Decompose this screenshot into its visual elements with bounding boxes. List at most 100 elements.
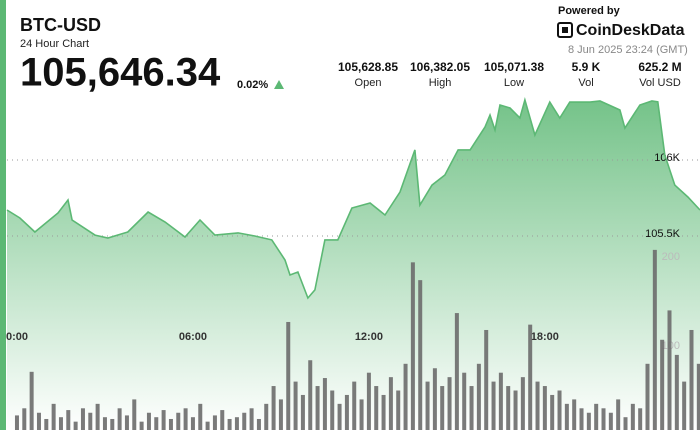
subtitle: 24 Hour Chart [20, 38, 89, 50]
volume-bar [572, 399, 577, 430]
volume-bar [586, 412, 591, 430]
volume-bar [660, 339, 665, 430]
volume-bar [374, 386, 379, 430]
x-tick-label: 12:00 [355, 331, 383, 343]
volume-bar [139, 421, 144, 430]
volume-bar [418, 280, 423, 430]
volume-bar [645, 363, 650, 430]
volume-bar [322, 378, 327, 430]
volume-bar [462, 372, 467, 430]
stat-value: 106,382.05 [410, 60, 470, 74]
volume-bar [440, 386, 445, 430]
volume-bar [293, 381, 298, 430]
volume-bar [256, 418, 261, 430]
volume-bar [14, 415, 19, 430]
stat-label: Low [504, 77, 524, 89]
volume-bar [234, 417, 239, 430]
stat-value: 5.9 K [572, 60, 601, 74]
volume-bar [51, 403, 56, 430]
volume-bar [528, 324, 533, 430]
volume-bar [616, 399, 621, 430]
volume-bar [608, 412, 613, 430]
volume-bar [308, 360, 313, 430]
volume-bar [168, 418, 173, 430]
volume-bar [601, 408, 606, 430]
symbol: BTC-USD [20, 15, 101, 35]
price: 105,646.34 [20, 51, 221, 95]
volume-bar [183, 408, 188, 430]
volume-bar [454, 313, 459, 430]
volume-bar [190, 417, 195, 430]
powered-by: Powered by [558, 5, 621, 17]
volume-bar [484, 329, 489, 430]
volume-bar [550, 394, 555, 430]
volume-bar [623, 417, 628, 430]
volume-bar [278, 399, 283, 430]
volume-bar [352, 381, 357, 430]
volume-bar [542, 386, 547, 430]
x-tick-label: 18:00 [531, 331, 559, 343]
volume-bar [689, 329, 694, 430]
volume-bar [630, 403, 635, 430]
stat-label: Vol [578, 77, 593, 89]
volume-bar [315, 386, 320, 430]
volume-bar [286, 321, 291, 430]
volume-bar [491, 381, 496, 430]
brand: CoinDeskData [576, 22, 685, 39]
volume-bar [696, 363, 700, 430]
volume-bar [447, 377, 452, 430]
volume-bar [161, 410, 166, 430]
volume-bar [58, 417, 63, 430]
volume-bar [469, 386, 474, 430]
stat-value: 105,071.38 [484, 60, 544, 74]
volume-bar [132, 399, 137, 430]
volume-bar [535, 381, 540, 430]
volume-bar [102, 417, 107, 430]
x-tick-label: 06:00 [179, 331, 207, 343]
logo-icon [557, 22, 573, 38]
volume-bar [227, 418, 232, 430]
volume-bar [154, 417, 159, 430]
volume-bar [674, 354, 679, 430]
volume-bar [498, 372, 503, 430]
volume-bar [249, 408, 254, 430]
timestamp: 8 Jun 2025 23:24 (GMT) [568, 44, 688, 56]
volume-bar [403, 363, 408, 430]
volume-bar [396, 390, 401, 430]
volume-bar [300, 394, 305, 430]
stat-label: Vol USD [639, 77, 681, 89]
volume-bar [432, 368, 437, 430]
volume-bar [682, 381, 687, 430]
volume-bar [176, 412, 181, 430]
volume-bar [73, 421, 78, 430]
volume-bar [476, 363, 481, 430]
volume-bar [220, 410, 225, 430]
volume-bar [198, 403, 203, 430]
volume-bar [579, 408, 584, 430]
volume-bar [425, 381, 430, 430]
volume-bar [22, 408, 27, 430]
volume-bar [264, 403, 269, 430]
volume-bar [271, 386, 276, 430]
volume-bar [520, 377, 525, 430]
volume-bar [80, 408, 85, 430]
volume-bar [146, 412, 151, 430]
y2-tick-label: 200 [662, 251, 680, 263]
stat-label: High [429, 77, 452, 89]
volume-bar [212, 415, 217, 430]
price-area [7, 99, 700, 430]
stats: 105,628.85 Open 106,382.05 High 105,071.38 Lo… [338, 60, 682, 89]
volume-bar [381, 394, 386, 430]
volume-bar [330, 390, 335, 430]
volume-bar [366, 372, 371, 430]
volume-bar [638, 408, 643, 430]
change: 0.02% [237, 79, 268, 91]
stat-label: Open [355, 77, 382, 89]
volume-bar [388, 377, 393, 430]
stat-value: 105,628.85 [338, 60, 398, 74]
volume-bar [88, 412, 93, 430]
volume-bar [506, 386, 511, 430]
